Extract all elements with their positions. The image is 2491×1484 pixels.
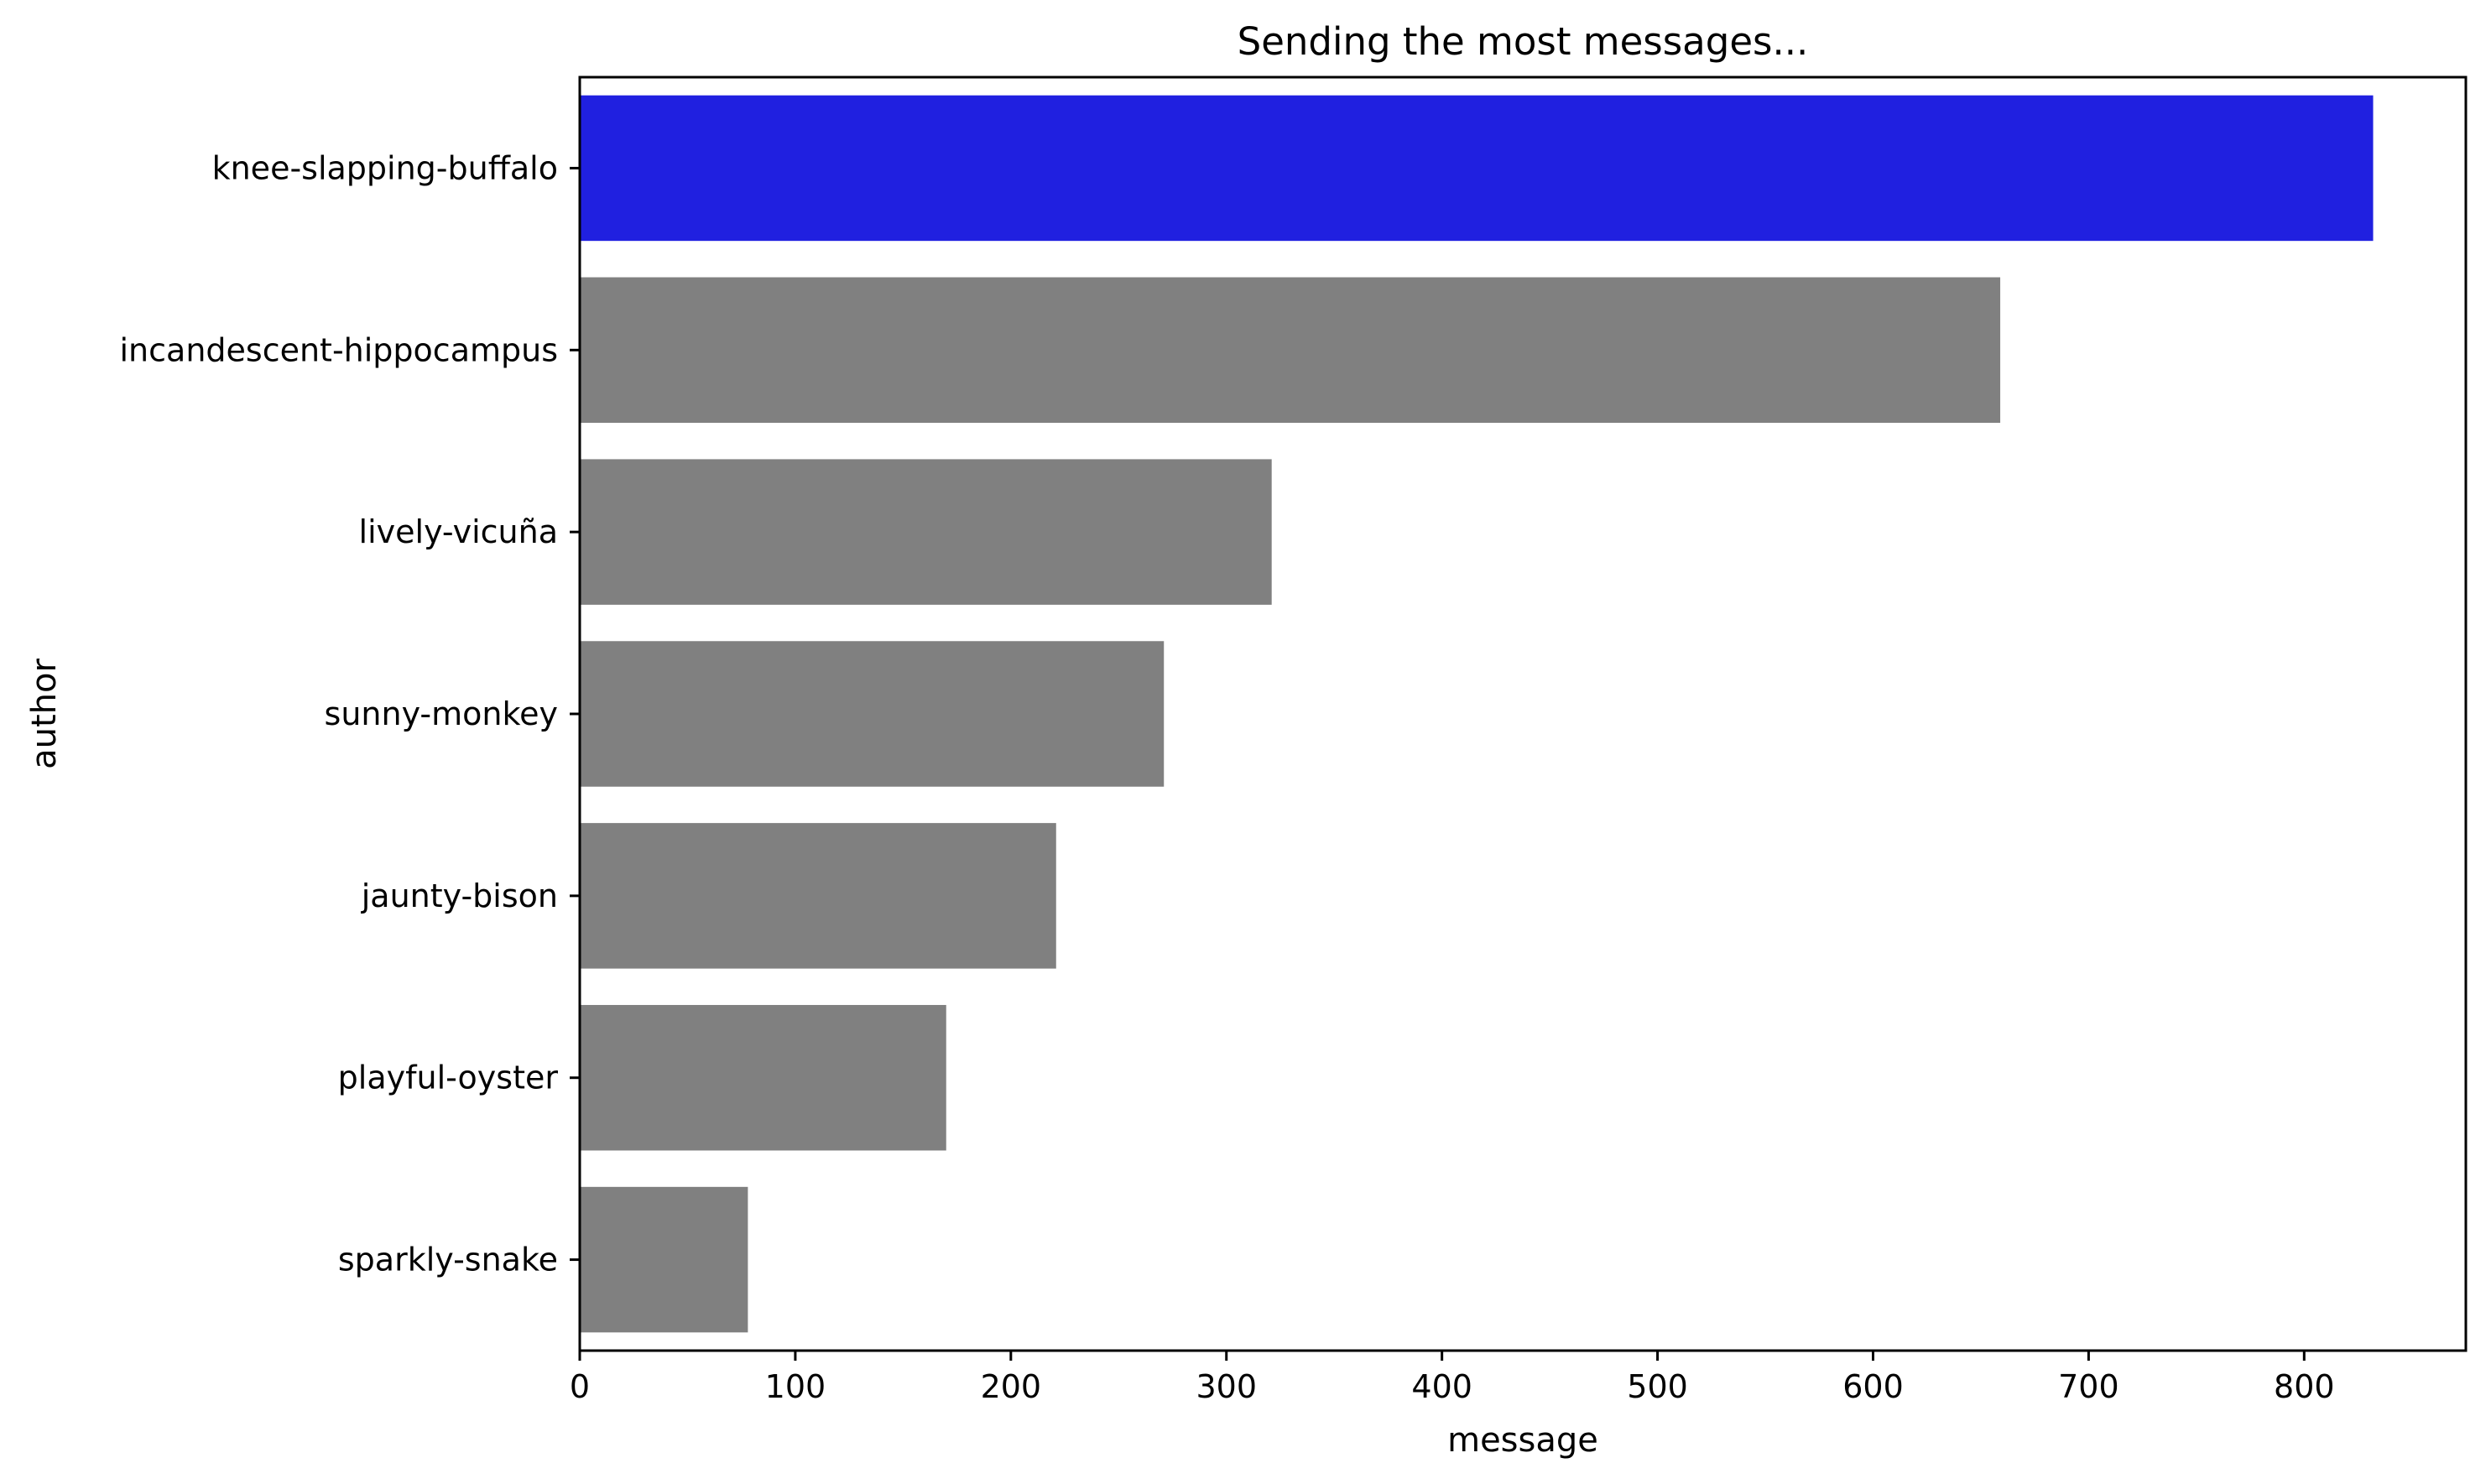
bar-lively-vicuña bbox=[580, 459, 1272, 605]
bars-group bbox=[580, 95, 2374, 1333]
bar-sparkly-snake bbox=[580, 1186, 748, 1333]
y-tick-label: sparkly-snake bbox=[338, 1242, 558, 1278]
y-tick-label: lively-vicuña bbox=[359, 513, 558, 550]
x-tick-label: 800 bbox=[2274, 1368, 2335, 1405]
x-tick-label: 400 bbox=[1411, 1368, 1472, 1405]
bar-jaunty-bison bbox=[580, 823, 1056, 969]
bar-knee-slapping-buffalo bbox=[580, 95, 2374, 242]
x-tick-label: 0 bbox=[570, 1368, 590, 1405]
bar-playful-oyster bbox=[580, 1004, 946, 1151]
y-tick-label: sunny-monkey bbox=[325, 695, 558, 732]
bar-sunny-monkey bbox=[580, 641, 1165, 787]
y-axis-ticks: knee-slapping-buffalo incandescent-hippoc… bbox=[120, 149, 580, 1278]
x-tick-label: 500 bbox=[1627, 1368, 1688, 1405]
bar-incandescent-hippocampus bbox=[580, 277, 2001, 424]
y-tick-label: playful-oyster bbox=[338, 1060, 559, 1096]
x-axis-label: message bbox=[1447, 1421, 1598, 1460]
x-tick-label: 200 bbox=[981, 1368, 1042, 1405]
y-tick-label: incandescent-hippocampus bbox=[120, 331, 559, 368]
x-axis-ticks: 0 100 200 300 400 500 600 700 800 bbox=[570, 1351, 2335, 1405]
x-tick-label: 300 bbox=[1196, 1368, 1257, 1405]
x-tick-label: 600 bbox=[1842, 1368, 1904, 1405]
y-axis-label: author bbox=[25, 659, 64, 769]
x-tick-label: 700 bbox=[2058, 1368, 2119, 1405]
y-tick-label: knee-slapping-buffalo bbox=[212, 149, 558, 186]
chart-title: Sending the most messages... bbox=[1238, 19, 1809, 64]
plot-frame bbox=[578, 76, 2468, 1352]
y-tick-label: jaunty-bison bbox=[361, 877, 558, 914]
x-tick-label: 100 bbox=[765, 1368, 826, 1405]
